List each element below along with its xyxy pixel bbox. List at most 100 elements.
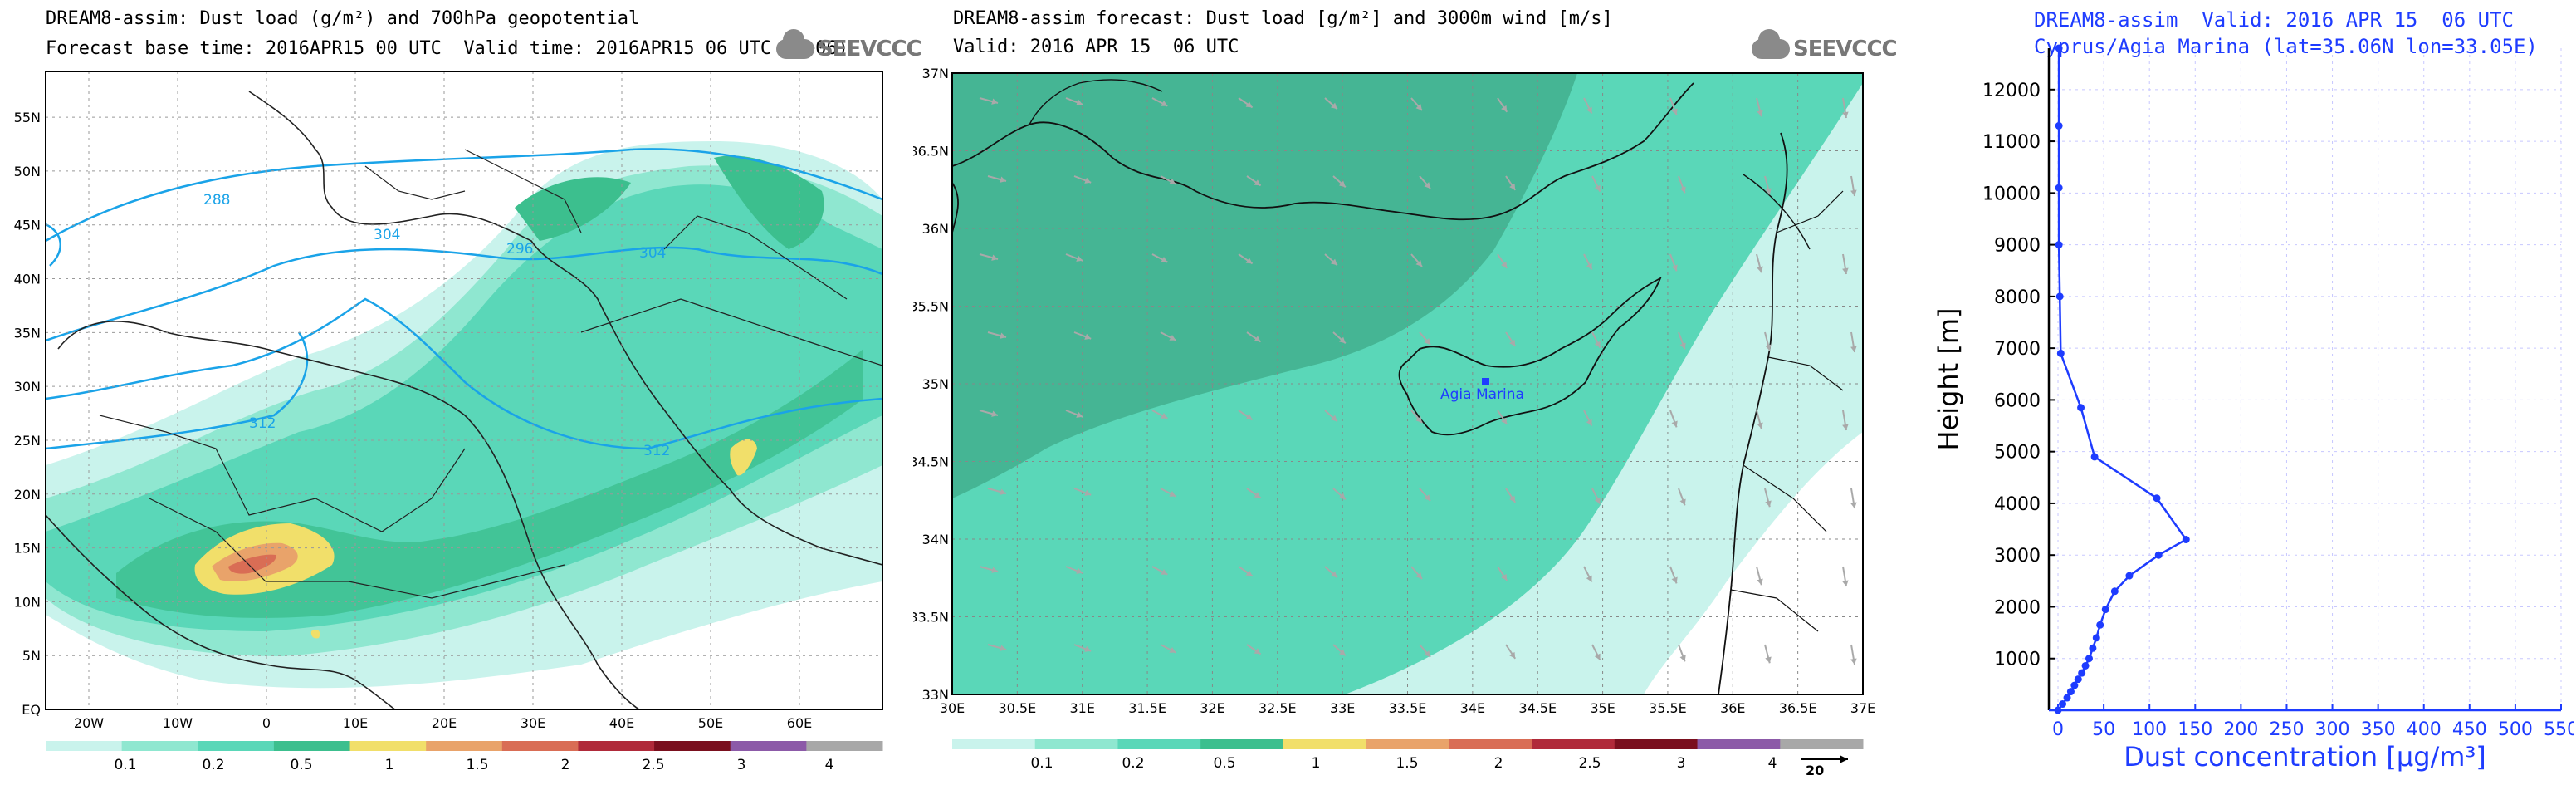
map2-gridlines [952, 73, 1863, 694]
map1-lat-label: 20N [14, 487, 41, 503]
map1-logo-text: SEEVCCC [818, 37, 922, 61]
map2-lat-label: 37N [922, 66, 949, 81]
wind-arrow [1764, 488, 1772, 508]
wind-arrow [1497, 566, 1508, 581]
wind-arrow [1419, 644, 1431, 658]
map2-lon-label: 33.5E [1389, 700, 1427, 716]
map2-colorbar-segment [952, 739, 1036, 749]
turkey-coast [951, 82, 1694, 233]
map1-colorbar-segment [501, 741, 579, 751]
map1-title-line1: DREAM8-assim: Dust load (g/m²) and 700hP… [46, 8, 640, 29]
profile-data-point [2055, 241, 2063, 249]
turkey-border [1029, 79, 1811, 250]
map1-lon-labels: 20W 10W 0 10E 20E 30E 40E 50E 60E [74, 715, 812, 731]
profile-data-point [2081, 661, 2090, 670]
wind-arrow [1583, 253, 1593, 271]
profile-data-point [2182, 536, 2190, 544]
wind-arrow [1850, 175, 1857, 197]
map1-colorbar-segment [198, 741, 275, 751]
wind-arrow [1669, 410, 1678, 428]
wind-arrow [1850, 488, 1857, 509]
profile-data-point [2096, 621, 2104, 629]
map2-lat-labels: 37N 36.5N 36N 35.5N 35N 34.5N 34N 33.5N 33N [913, 66, 949, 703]
wind-arrow [1324, 253, 1338, 266]
map1-colorbar-segment [46, 741, 123, 751]
map1-colorbar: 0.1 0.2 0.5 1 1.5 2 2.5 3 4 [46, 741, 883, 773]
wind-arrow [1842, 566, 1849, 587]
profile-x-axis-label: Dust concentration [μg/m³] [2124, 741, 2486, 773]
map2-logo: SEEVCCC [1752, 29, 1898, 61]
profile-x-tick-label: 100 [2132, 719, 2167, 740]
contour-label-288: 288 [203, 192, 230, 209]
map1-colorbar-label: 1 [385, 757, 394, 773]
wind-arrow [1764, 175, 1772, 195]
map1-svg: 288 304 296 304 312 312 55N50N45N40N35N3… [14, 71, 883, 773]
wind-arrow [1324, 97, 1338, 110]
wind-arrow [1591, 331, 1601, 349]
wind-arrow [1246, 331, 1262, 343]
map1-lat-label: 55N [14, 110, 41, 125]
map2-colorbar-segment [1283, 739, 1367, 749]
wind-arrow [1073, 644, 1092, 652]
profile-data-point [2054, 706, 2062, 714]
profile-data-point [2077, 404, 2085, 412]
wind-arrow [1850, 644, 1857, 665]
profile-title-line2: Cyprus/Agia Marina (lat=35.06N lon=33.05… [2034, 35, 2538, 58]
map2-colorbar-segment [1614, 739, 1699, 749]
map1-logo: SEEVCCC [776, 29, 922, 61]
map1-lat-label: 10N [14, 594, 41, 610]
map2-lat-label: 33.5N [913, 610, 949, 626]
map1-colorbar-label: 0.2 [202, 757, 224, 773]
map2-lon-label: 30E [940, 700, 965, 716]
map1-colorbar-label: 2.5 [642, 757, 664, 773]
profile-x-tick-label: 250 [2269, 719, 2304, 740]
profile-y-tick-label: 4000 [1994, 494, 2041, 515]
map1-title-line2: Forecast base time: 2016APR15 00 UTC Val… [46, 38, 848, 59]
profile-data-point [2063, 694, 2071, 702]
profile-data-point [2078, 669, 2086, 677]
map2-lon-label: 32E [1200, 700, 1224, 716]
profile-x-tick-label: 300 [2315, 719, 2350, 740]
wind-arrow [1505, 644, 1517, 660]
wind-arrow [1505, 488, 1517, 503]
map1-colorbar-segment [654, 741, 731, 751]
map2-colorbar-segment [1532, 739, 1615, 749]
map1-lat-label: 30N [14, 379, 41, 395]
profile-data-point [2074, 675, 2082, 684]
map1-colorbar-segment [806, 741, 883, 751]
map1-lat-label: 15N [14, 541, 41, 557]
station-label: Agia Marina [1440, 386, 1524, 403]
wind-arrow [1073, 331, 1092, 340]
wind-arrow [987, 175, 1007, 183]
map2-lat-label: 35.5N [913, 299, 949, 315]
map2-colorbar-label: 4 [1768, 755, 1777, 772]
profile-y-tick-label: 1000 [1994, 650, 2041, 670]
profile-data-point [2056, 349, 2065, 357]
wind-arrow [1419, 331, 1431, 346]
wind-arrow [1842, 410, 1849, 431]
cyprus-map-panel: DREAM8-assim forecast: Dust load [g/m²] … [913, 0, 1898, 785]
wind-arrow [1410, 97, 1423, 111]
wind-arrow [987, 488, 1007, 495]
map2-lon-labels: 30E 30.5E 31E 31.5E 32E 32.5E 33E 33.5E 34E 34.5E… [940, 700, 1875, 716]
map2-colorbar-label: 1 [1312, 755, 1321, 772]
wind-arrow [1583, 566, 1593, 583]
map1-lon-label: 20W [74, 715, 104, 731]
profile-data-point [2125, 572, 2134, 580]
contour-label-304a: 304 [374, 227, 400, 243]
map1-colorbar-segment [273, 741, 351, 751]
station-marker [1482, 378, 1489, 385]
profile-y-tick-label: 10000 [1982, 184, 2041, 204]
cloud-logo-icon [1752, 29, 1790, 59]
map1-lat-labels: 55N 50N 45N 40N 35N 30N 25N 20N 15N 10N 5N EQ [14, 110, 41, 718]
map1-colorbar-segment [730, 741, 807, 751]
map2-lon-label: 34.5E [1518, 700, 1557, 716]
map2-colorbar-label: 2.5 [1578, 755, 1601, 772]
profile-series-line [2056, 48, 2188, 711]
map2-colorbar-label: 0.2 [1122, 755, 1144, 772]
profile-data-point [2070, 681, 2079, 689]
wind-arrow [1591, 488, 1601, 505]
profile-x-tick-label: 0 [2052, 719, 2064, 740]
wind-arrow [1842, 97, 1849, 119]
map1-lon-label: 10W [163, 715, 193, 731]
